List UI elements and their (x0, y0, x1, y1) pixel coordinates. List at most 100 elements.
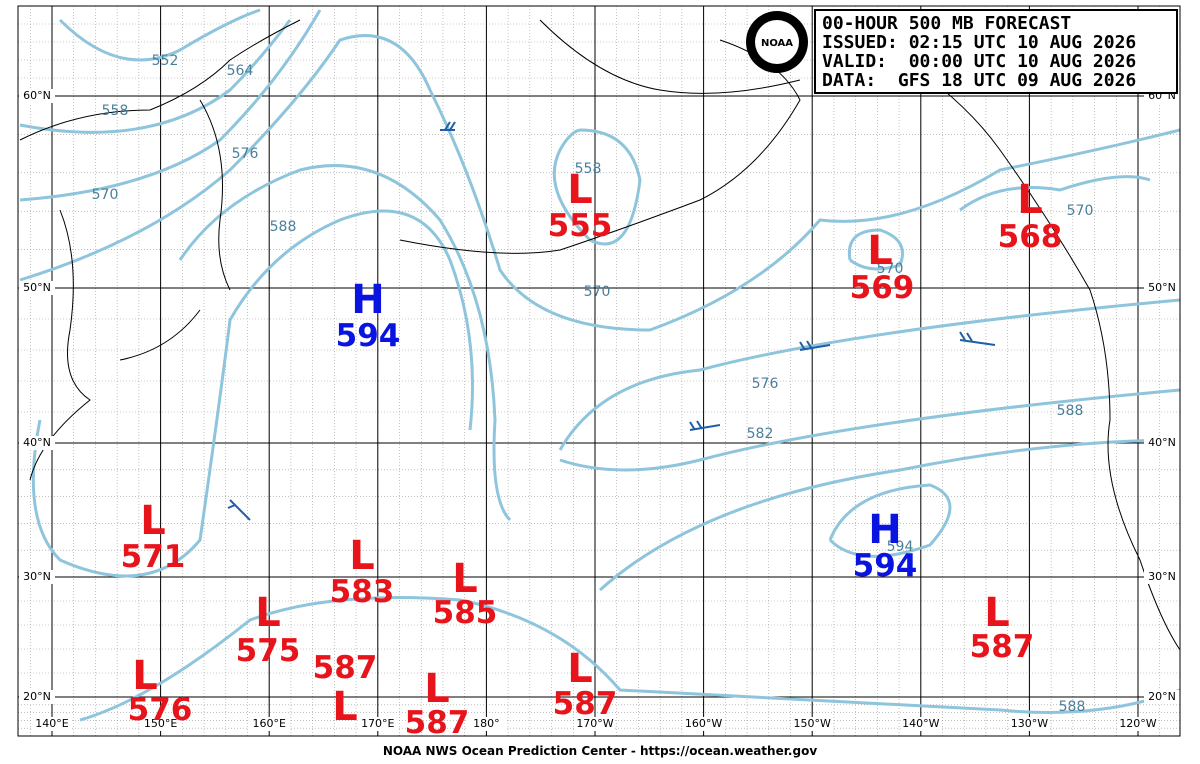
center-letter: H (868, 507, 901, 553)
lon-label: 140°W (902, 717, 939, 730)
center-value: 568 (998, 219, 1063, 255)
coastline (119, 309, 201, 361)
header-line: ISSUED: 02:15 UTC 10 AUG 2026 (822, 32, 1136, 53)
labels: 140°E 150°E 160°E 170°E 180° 170°W 160°W 150°W 1… (19, 53, 1180, 741)
center-letter: L (567, 167, 593, 213)
lat-label-box (19, 281, 55, 295)
map-border (17, 5, 1181, 737)
contour-label: 558 (102, 103, 129, 119)
wind-barb (440, 121, 456, 131)
lon-label: 170°W (576, 717, 613, 730)
lat-label: 20°N (23, 690, 51, 703)
lon-label-box (1118, 717, 1158, 731)
contour (58, 8, 261, 62)
lon-label-box (900, 717, 941, 731)
lon-label: 160°W (685, 717, 722, 730)
contour-label: 588 (1057, 403, 1084, 419)
contour-label: 570 (584, 284, 611, 300)
lon-label-box (683, 717, 724, 731)
coastline (19, 19, 301, 141)
lon-label: 150°E (144, 717, 177, 730)
center-letter: L (1017, 177, 1043, 223)
center-value: 569 (850, 270, 915, 306)
lat-label: 30°N (23, 570, 51, 583)
contour-label: 594 (887, 539, 914, 555)
header-line: DATA: GFS 18 UTC 09 AUG 2026 (822, 70, 1136, 91)
contours (19, 8, 1181, 722)
center-letter: H (351, 277, 384, 323)
lon-label: 140°E (35, 717, 68, 730)
wind-barbs (227, 121, 996, 521)
lon-label-box (1009, 717, 1050, 731)
contour (19, 9, 322, 202)
center-value: 585 (433, 595, 498, 631)
coastline (539, 19, 801, 94)
center-letter: L (255, 590, 281, 636)
contour (828, 483, 952, 558)
contour-label: 588 (1059, 699, 1086, 715)
contour-label: 582 (747, 426, 774, 442)
center-value: 587 (970, 629, 1035, 665)
lat-label-box (19, 690, 55, 704)
center-value: 583 (330, 574, 395, 610)
center-value: 576 (128, 692, 193, 728)
contour (31, 209, 474, 578)
logo: NOAA (746, 11, 808, 73)
lon-label: 120°W (1119, 717, 1156, 730)
center-letter: L (452, 556, 478, 602)
center-letter: L (984, 590, 1010, 636)
center-value: 575 (236, 633, 301, 669)
center-value: 571 (121, 539, 186, 575)
center-letter: L (567, 646, 593, 692)
coastline (199, 99, 231, 291)
contour-label: 570 (1067, 203, 1094, 219)
lon-label-box (140, 717, 181, 731)
contour (558, 298, 1181, 451)
contour (178, 164, 512, 522)
contour (598, 438, 1181, 592)
lat-label-box (19, 570, 55, 584)
lon-label: 170°E (361, 717, 394, 730)
center-value: 587 (313, 650, 378, 686)
center-letter: L (332, 684, 358, 730)
contour-label: 552 (152, 53, 179, 69)
contour (19, 19, 292, 134)
lat-label: 30°N (1148, 570, 1176, 583)
center-letter: L (349, 533, 375, 579)
lat-label-box (19, 436, 55, 450)
lon-label-box (249, 717, 290, 731)
contour (19, 34, 1181, 332)
lat-label-box (1144, 436, 1180, 450)
lat-label: 40°N (1148, 436, 1176, 449)
center-value: 587 (405, 705, 470, 741)
center-value: 587 (553, 686, 618, 722)
coastline (399, 39, 801, 254)
lon-label: 180° (473, 717, 500, 730)
contour-label: 576 (752, 376, 779, 392)
footer: NOAA NWS Ocean Prediction Center - https… (383, 744, 817, 758)
header-box (814, 9, 1178, 94)
center-letter: L (424, 666, 450, 712)
lon-label: 150°W (794, 717, 831, 730)
center-value: 594 (336, 318, 401, 354)
lat-label-box (1144, 570, 1180, 584)
contour (847, 228, 904, 271)
lon-label-box (575, 717, 615, 731)
logo-text: NOAA (761, 38, 793, 49)
contour-label: 570 (92, 187, 119, 203)
logo-disc (755, 20, 799, 64)
lat-label: 50°N (23, 281, 51, 294)
lon-label: 130°W (1011, 717, 1048, 730)
contour-label: 588 (270, 219, 297, 235)
header-line: 00-HOUR 500 MB FORECAST (822, 13, 1071, 34)
contour (559, 388, 1181, 472)
lat-label: 20°N (1148, 690, 1176, 703)
lat-label: 60°N (23, 89, 51, 102)
lat-label-box (1144, 281, 1180, 295)
lat-label-box (1144, 690, 1180, 704)
lat-label-box (19, 89, 55, 103)
lat-label: 50°N (1148, 281, 1176, 294)
center-value: 594 (853, 548, 918, 584)
wind-barb (799, 340, 831, 351)
center-value: 555 (548, 208, 613, 244)
